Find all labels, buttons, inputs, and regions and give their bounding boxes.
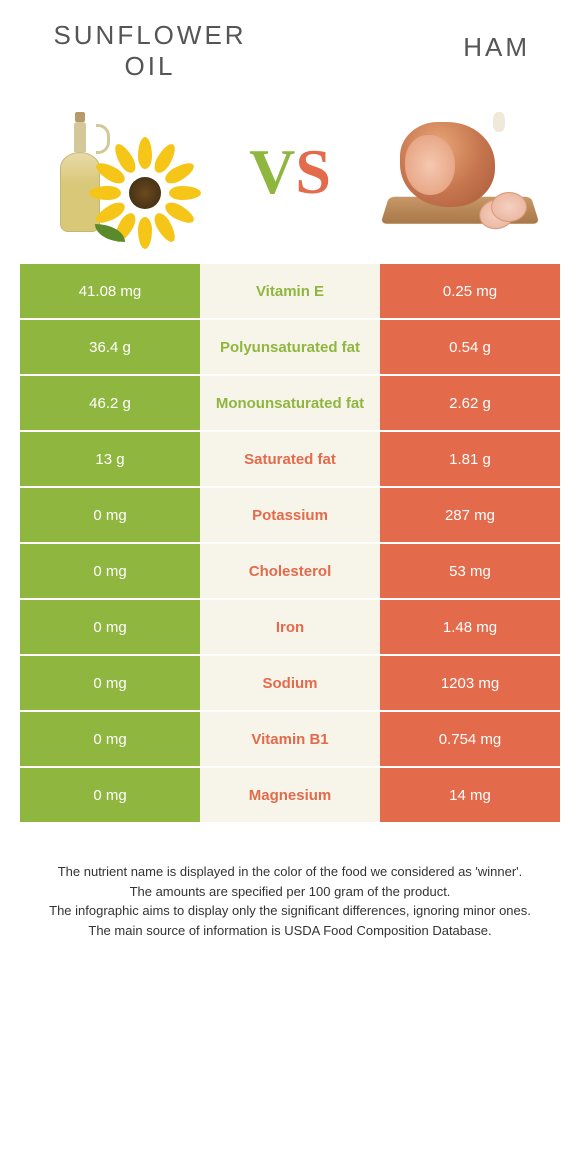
- nutrient-label: Vitamin E: [200, 264, 380, 318]
- table-row: 0 mgMagnesium14 mg: [20, 766, 560, 822]
- table-row: 0 mgPotassium287 mg: [20, 486, 560, 542]
- nutrient-label: Magnesium: [200, 768, 380, 822]
- left-value: 0 mg: [20, 712, 200, 766]
- footer-line: The amounts are specified per 100 gram o…: [30, 882, 550, 902]
- right-value: 14 mg: [380, 768, 560, 822]
- right-food-title: HAM: [330, 20, 530, 82]
- left-value: 46.2 g: [20, 376, 200, 430]
- vs-label: VS: [249, 135, 331, 209]
- sunflower-oil-image: [30, 102, 210, 242]
- left-value: 0 mg: [20, 656, 200, 710]
- table-row: 0 mgCholesterol53 mg: [20, 542, 560, 598]
- table-row: 13 gSaturated fat1.81 g: [20, 430, 560, 486]
- right-value: 1.48 mg: [380, 600, 560, 654]
- vs-row: VS: [0, 92, 580, 262]
- nutrient-label: Cholesterol: [200, 544, 380, 598]
- vs-s: S: [295, 136, 331, 207]
- header: SUNFLOWER OIL HAM: [0, 0, 580, 92]
- right-value: 1.81 g: [380, 432, 560, 486]
- ham-image: [370, 102, 550, 242]
- right-value: 53 mg: [380, 544, 560, 598]
- left-value: 36.4 g: [20, 320, 200, 374]
- right-value: 0.25 mg: [380, 264, 560, 318]
- left-food-title: SUNFLOWER OIL: [50, 20, 250, 82]
- right-value: 0.754 mg: [380, 712, 560, 766]
- right-value: 2.62 g: [380, 376, 560, 430]
- nutrient-label: Saturated fat: [200, 432, 380, 486]
- left-value: 0 mg: [20, 600, 200, 654]
- left-value: 0 mg: [20, 544, 200, 598]
- nutrient-label: Vitamin B1: [200, 712, 380, 766]
- vs-v: V: [249, 136, 295, 207]
- nutrient-label: Potassium: [200, 488, 380, 542]
- nutrient-table: 41.08 mgVitamin E0.25 mg36.4 gPolyunsatu…: [20, 262, 560, 822]
- left-value: 0 mg: [20, 488, 200, 542]
- nutrient-label: Sodium: [200, 656, 380, 710]
- footer-line: The main source of information is USDA F…: [30, 921, 550, 941]
- nutrient-label: Monounsaturated fat: [200, 376, 380, 430]
- footer-notes: The nutrient name is displayed in the co…: [0, 822, 580, 960]
- table-row: 46.2 gMonounsaturated fat2.62 g: [20, 374, 560, 430]
- table-row: 41.08 mgVitamin E0.25 mg: [20, 262, 560, 318]
- table-row: 0 mgSodium1203 mg: [20, 654, 560, 710]
- title-line: OIL: [50, 51, 250, 82]
- footer-line: The nutrient name is displayed in the co…: [30, 862, 550, 882]
- left-value: 0 mg: [20, 768, 200, 822]
- left-value: 13 g: [20, 432, 200, 486]
- footer-line: The infographic aims to display only the…: [30, 901, 550, 921]
- nutrient-label: Polyunsaturated fat: [200, 320, 380, 374]
- right-value: 1203 mg: [380, 656, 560, 710]
- left-value: 41.08 mg: [20, 264, 200, 318]
- right-value: 0.54 g: [380, 320, 560, 374]
- table-row: 0 mgVitamin B10.754 mg: [20, 710, 560, 766]
- nutrient-label: Iron: [200, 600, 380, 654]
- table-row: 36.4 gPolyunsaturated fat0.54 g: [20, 318, 560, 374]
- right-value: 287 mg: [380, 488, 560, 542]
- table-row: 0 mgIron1.48 mg: [20, 598, 560, 654]
- title-line: SUNFLOWER: [50, 20, 250, 51]
